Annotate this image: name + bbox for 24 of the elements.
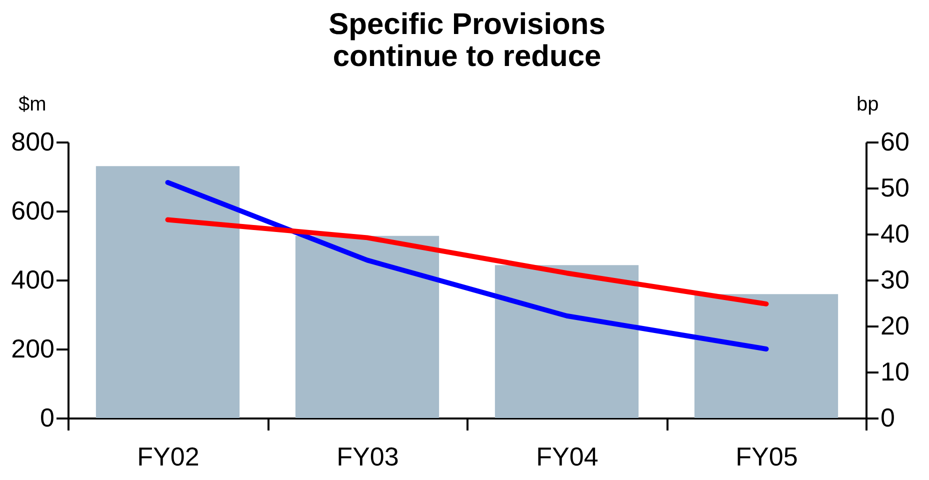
y2-tick-label: 20 <box>880 310 910 340</box>
y-tick-label: 200 <box>11 334 54 364</box>
bar <box>494 265 639 418</box>
x-tick-label: FY03 <box>336 442 399 472</box>
x-tick-label: FY04 <box>536 442 598 472</box>
bar <box>96 166 240 418</box>
x-tick-label: FY05 <box>736 442 798 472</box>
y2-tick-label: 50 <box>880 172 910 202</box>
y2-tick-label: 0 <box>880 402 895 432</box>
y-tick-label: 400 <box>11 264 54 294</box>
y-tick-label: 0 <box>40 402 54 432</box>
text: continue to reduce <box>332 40 602 73</box>
bar <box>295 236 440 418</box>
x-tick-label: FY02 <box>137 442 200 472</box>
text: Specific Provisions <box>328 8 606 41</box>
y-tick-label: 800 <box>11 126 54 156</box>
y2-tick-label: 10 <box>880 356 910 386</box>
y2-tick-label: 60 <box>880 126 910 156</box>
y2-tick-label: 40 <box>880 218 910 248</box>
y2-tick-label: 30 <box>880 264 910 294</box>
y-tick-label: 600 <box>11 196 54 226</box>
y2-axis-title: bp <box>856 94 879 116</box>
bar <box>694 294 838 418</box>
y-axis-title: $m <box>18 94 46 116</box>
